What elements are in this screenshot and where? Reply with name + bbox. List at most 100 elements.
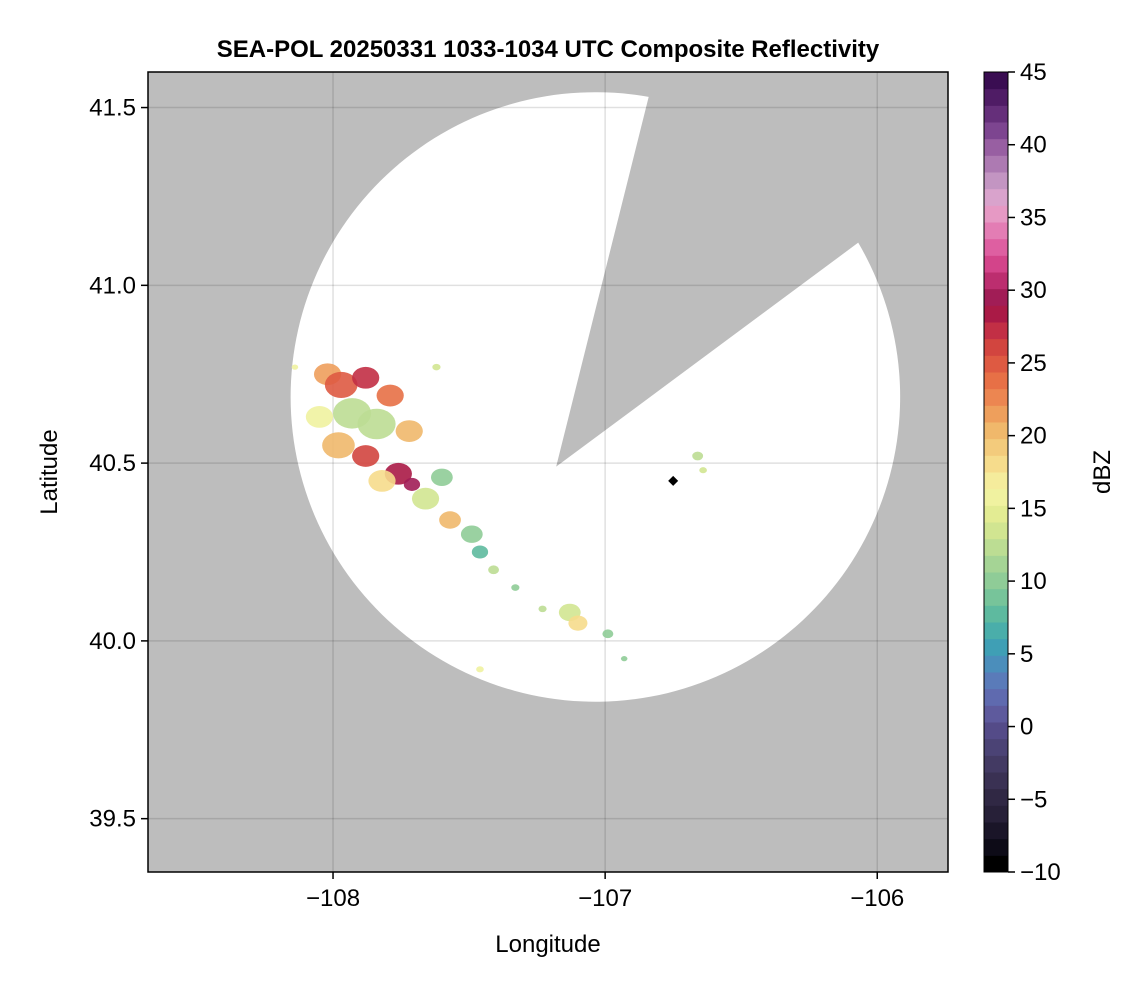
colorbar-segment — [984, 105, 1008, 123]
colorbar-label: dBZ — [1089, 450, 1116, 494]
colorbar-segment — [984, 355, 1008, 373]
colorbar-segment — [984, 155, 1008, 173]
colorbar-segment — [984, 288, 1008, 306]
echo-cell — [620, 656, 628, 662]
echo-cell — [403, 477, 421, 491]
colorbar-tick-label: −10 — [1020, 859, 1061, 886]
x-tick-label: −106 — [850, 885, 904, 912]
colorbar-segment — [984, 722, 1008, 740]
colorbar-segment — [984, 638, 1008, 656]
colorbar-tick-label: 30 — [1020, 277, 1047, 304]
colorbar-tick-label: 45 — [1020, 59, 1047, 86]
colorbar-segment — [984, 205, 1008, 223]
y-tick-label: 40.5 — [89, 450, 136, 477]
colorbar-tick-label: 20 — [1020, 423, 1047, 450]
echo-cell — [411, 487, 440, 510]
colorbar-segment — [984, 338, 1008, 356]
colorbar-tick-label: 25 — [1020, 350, 1047, 377]
colorbar-segment — [984, 855, 1008, 873]
colorbar-segment — [984, 438, 1008, 456]
colorbar-segment — [984, 455, 1008, 473]
colorbar-segment — [984, 772, 1008, 790]
y-tick-label: 39.5 — [89, 806, 136, 833]
colorbar-segment — [984, 705, 1008, 723]
echo-cell — [538, 605, 547, 613]
colorbar-segment — [984, 755, 1008, 773]
echo-cell — [439, 511, 461, 529]
radar-coverage-area — [290, 92, 901, 702]
colorbar-segment — [984, 172, 1008, 190]
colorbar-tick-label: 40 — [1020, 132, 1047, 159]
colorbar-segment — [984, 322, 1008, 340]
colorbar-segment — [984, 422, 1008, 440]
colorbar-segment — [984, 488, 1008, 506]
echo-cell — [357, 408, 396, 440]
y-axis-label: Latitude — [36, 429, 63, 514]
chart-title: SEA-POL 20250331 1033-1034 UTC Composite… — [217, 36, 880, 63]
colorbar-segment — [984, 405, 1008, 423]
echo-cell — [602, 629, 614, 639]
colorbar-segment — [984, 388, 1008, 406]
colorbar-segment — [984, 138, 1008, 156]
colorbar-segment — [984, 505, 1008, 523]
echo-cell — [324, 371, 358, 398]
echo-cell — [432, 363, 441, 371]
echo-cell — [376, 384, 404, 407]
echo-cell — [568, 615, 588, 631]
colorbar-segment — [984, 255, 1008, 273]
colorbar-segment — [984, 788, 1008, 806]
reflectivity-echoes — [291, 363, 707, 673]
colorbar-segment — [984, 605, 1008, 623]
colorbar-segment — [984, 72, 1008, 90]
echo-cell — [511, 584, 520, 591]
echo-cell — [322, 432, 355, 459]
echo-cell — [699, 467, 707, 474]
y-tick-label: 40.0 — [89, 628, 136, 655]
colorbar — [983, 71, 1009, 873]
colorbar-segment — [984, 738, 1008, 756]
radar-site-marker — [668, 475, 679, 486]
colorbar-tick-label: 10 — [1020, 568, 1047, 595]
colorbar-segment — [984, 805, 1008, 823]
echo-cell — [368, 470, 396, 492]
plot-frame — [147, 71, 949, 873]
colorbar-tick-label: 0 — [1020, 714, 1033, 741]
y-tick-label: 41.0 — [89, 272, 136, 299]
colorbar-segment — [984, 305, 1008, 323]
echo-cell — [488, 565, 500, 575]
colorbar-segment — [984, 122, 1008, 140]
colorbar-segment — [984, 622, 1008, 640]
colorbar-ticks: −10 −5 0 5 10 15 20 25 30 35 40 45 — [1008, 59, 1061, 886]
y-tick-label: 41.5 — [89, 95, 136, 122]
echo-cell — [471, 545, 489, 559]
colorbar-segment — [984, 838, 1008, 856]
colorbar-frame — [983, 71, 1009, 873]
colorbar-tick-label: 35 — [1020, 204, 1047, 231]
x-tick-label: −108 — [306, 885, 360, 912]
echo-cell — [430, 468, 453, 487]
echo-cell — [476, 666, 484, 673]
colorbar-segment — [984, 88, 1008, 106]
grid-lines — [148, 72, 948, 872]
colorbar-segment — [984, 272, 1008, 290]
x-tick-label: −107 — [578, 885, 632, 912]
colorbar-segment — [984, 672, 1008, 690]
colorbar-segment — [984, 555, 1008, 573]
colorbar-segment — [984, 655, 1008, 673]
colorbar-segment — [984, 588, 1008, 606]
colorbar-tick-label: 15 — [1020, 495, 1047, 522]
colorbar-segment — [984, 238, 1008, 256]
colorbar-tick-label: −5 — [1020, 786, 1047, 813]
colorbar-segment — [984, 188, 1008, 206]
echo-cell — [352, 445, 380, 467]
echo-cell — [395, 420, 423, 442]
echo-cell — [460, 525, 483, 543]
colorbar-segment — [984, 572, 1008, 590]
echo-cell — [692, 451, 704, 461]
plot-area — [148, 72, 948, 872]
x-axis-ticks: −108 −107 −106 — [306, 872, 904, 912]
colorbar-tick-label: 5 — [1020, 641, 1033, 668]
colorbar-segment — [984, 538, 1008, 556]
colorbar-segment — [984, 522, 1008, 540]
